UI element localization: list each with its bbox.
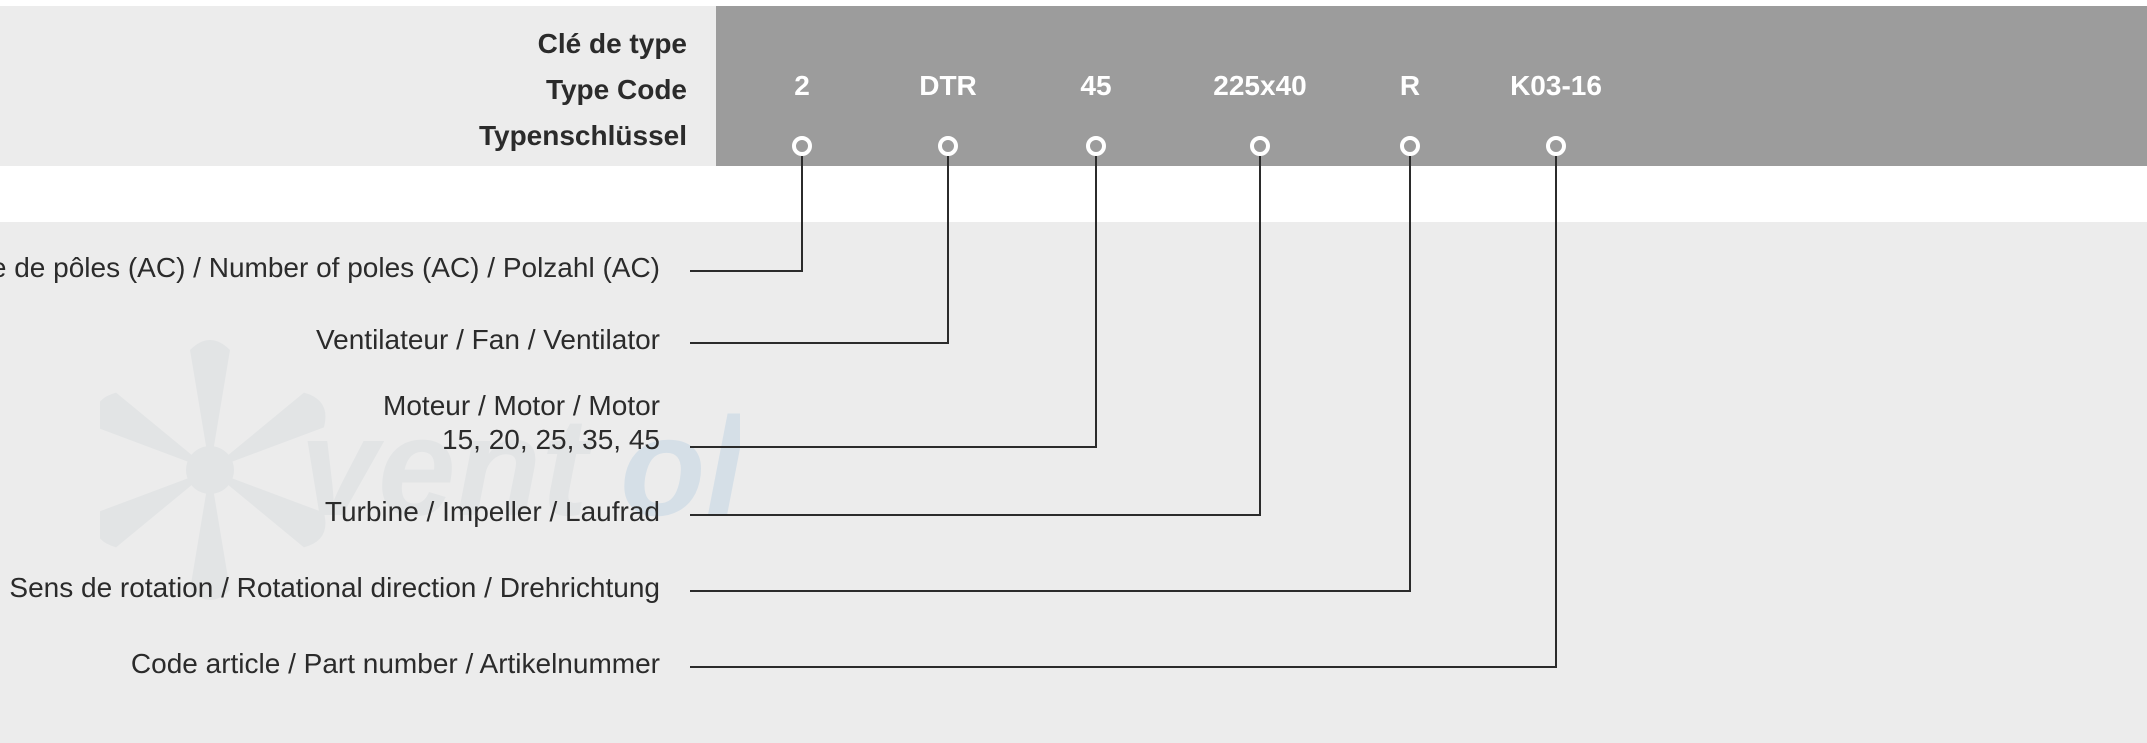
connector-vert-1 [947, 156, 949, 344]
code-dot-3 [1250, 136, 1270, 156]
code-dot-0 [792, 136, 812, 156]
desc-label-1: Ventilateur / Fan / Ventilator [316, 324, 660, 356]
code-dot-4 [1400, 136, 1420, 156]
header-label-fr: Clé de type [7, 28, 687, 60]
connector-vert-0 [801, 156, 803, 272]
desc-label-5: Code article / Part number / Artikelnumm… [131, 648, 660, 680]
connector-horiz-0 [690, 270, 803, 272]
code-dot-5 [1546, 136, 1566, 156]
header-label-de: Typenschlüssel [7, 120, 687, 152]
code-part-5: K03-16 [1510, 70, 1602, 102]
code-part-1: DTR [919, 70, 977, 102]
code-part-4: R [1400, 70, 1420, 102]
connector-vert-3 [1259, 156, 1261, 516]
desc-label-0: Nombre de pôles (AC) / Number of poles (… [0, 252, 660, 284]
connector-vert-5 [1555, 156, 1557, 668]
connector-horiz-2 [690, 446, 1097, 448]
connector-horiz-5 [690, 666, 1557, 668]
connector-horiz-3 [690, 514, 1261, 516]
connector-horiz-4 [690, 590, 1411, 592]
code-part-3: 225x40 [1213, 70, 1306, 102]
code-part-2: 45 [1080, 70, 1111, 102]
desc-label-3: Turbine / Impeller / Laufrad [325, 496, 660, 528]
code-part-0: 2 [794, 70, 810, 102]
desc-sublabel-2: 15, 20, 25, 35, 45 [442, 424, 660, 456]
connector-vert-4 [1409, 156, 1411, 592]
code-dot-1 [938, 136, 958, 156]
connector-vert-2 [1095, 156, 1097, 448]
code-dot-2 [1086, 136, 1106, 156]
header-label-en: Type Code [7, 74, 687, 106]
connector-horiz-1 [690, 342, 949, 344]
desc-label-4: Sens de rotation / Rotational direction … [9, 572, 660, 604]
desc-label-2: Moteur / Motor / Motor [383, 390, 660, 422]
